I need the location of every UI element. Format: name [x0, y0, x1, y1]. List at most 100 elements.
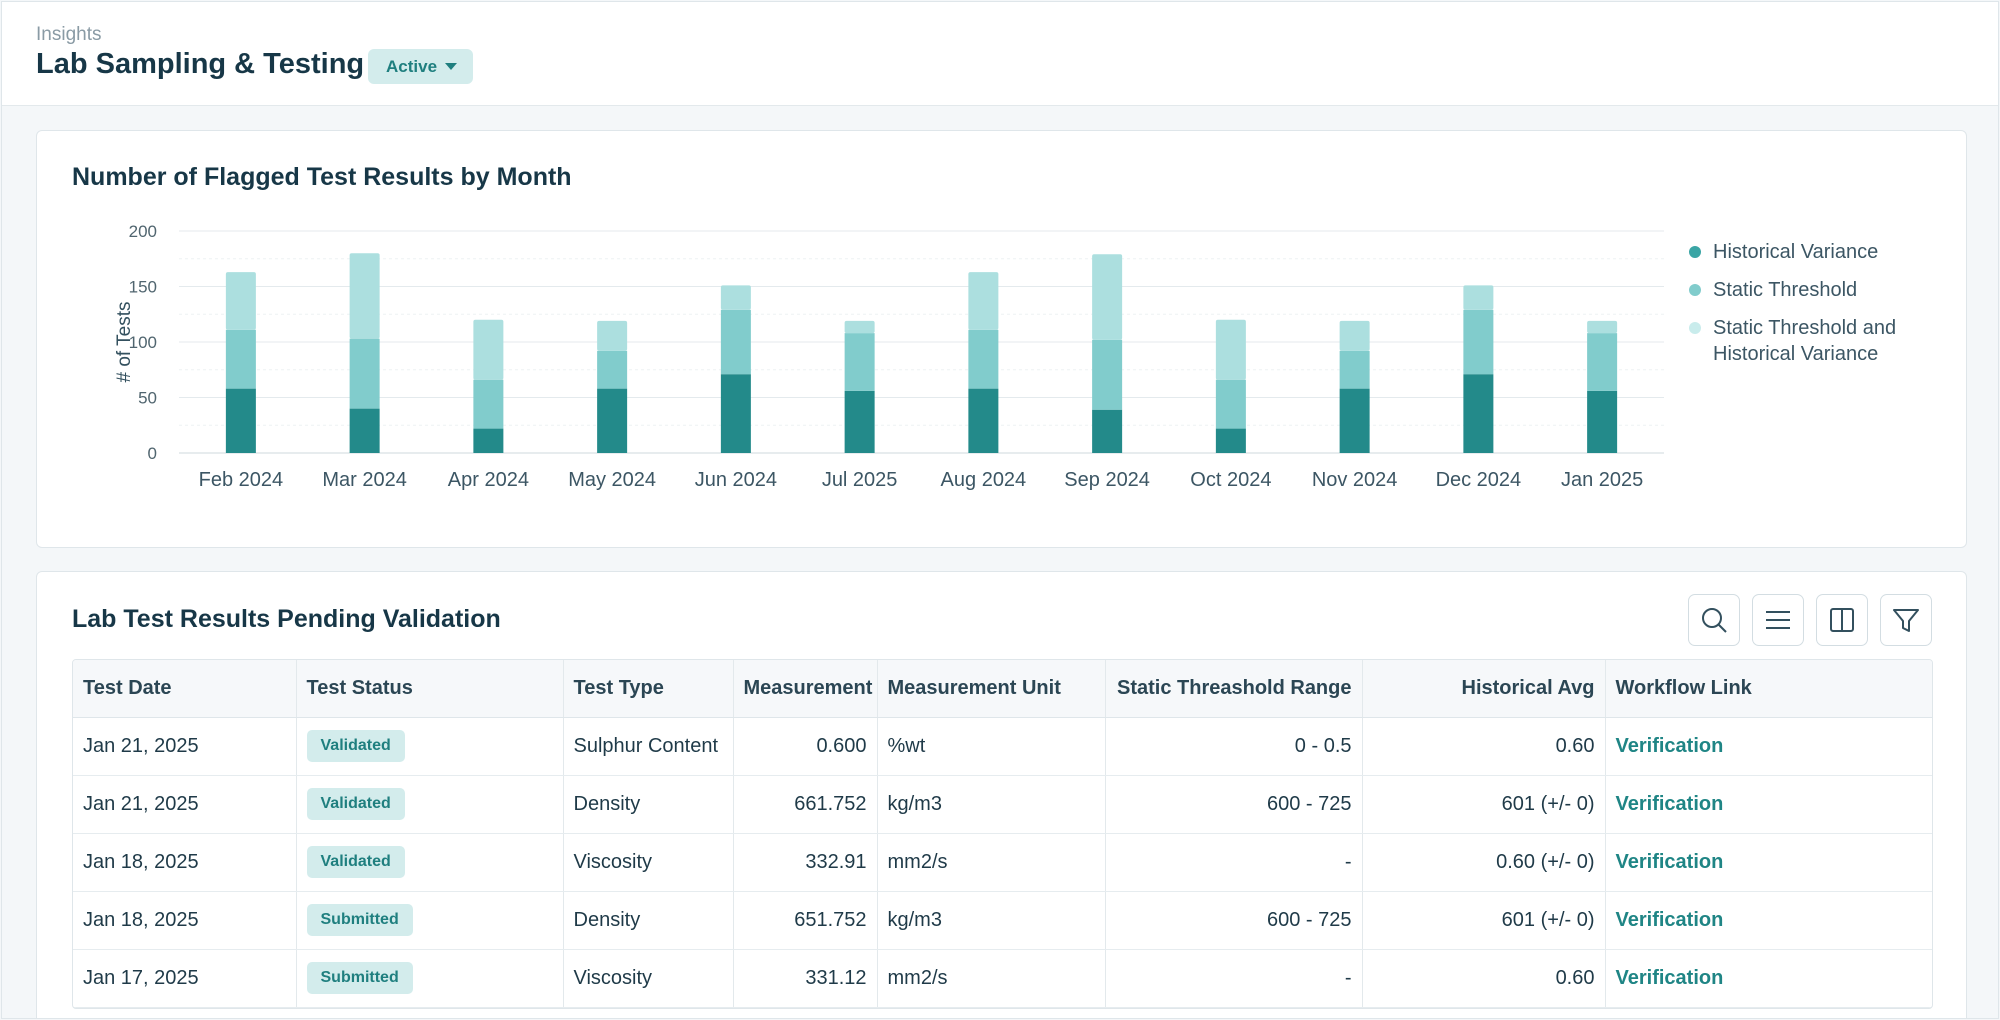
cell-workflow-link: Verification: [1605, 775, 1932, 834]
cell-test-type: Viscosity: [563, 833, 734, 892]
legend-item-static-threshold-and-historical-variance[interactable]: Static Threshold and Historical Variance: [1689, 315, 1949, 367]
search-icon: [1702, 608, 1727, 633]
cell-measurement: 331.12: [733, 949, 878, 1008]
cell-static-threshold-range: 600 - 725: [1105, 775, 1363, 834]
column-header-test-date[interactable]: Test Date: [73, 660, 297, 718]
bar-segment: [1463, 374, 1494, 453]
x-tick-label: Mar 2024: [322, 469, 407, 491]
table-toolbar: [1688, 594, 1932, 646]
cell-measurement-unit: kg/m3: [877, 775, 1106, 834]
legend-label: Static Threshold and Historical Variance: [1713, 315, 1896, 367]
legend-item-historical-variance[interactable]: Historical Variance: [1689, 239, 1949, 265]
bar-segment: [1215, 379, 1246, 429]
x-tick-label: Jun 2024: [695, 469, 777, 491]
bar-segment: [597, 388, 628, 453]
bar-segment: [1092, 409, 1123, 453]
column-header-measurement-unit[interactable]: Measurement Unit: [877, 660, 1106, 718]
verification-link[interactable]: Verification: [1615, 734, 1724, 757]
columns-button[interactable]: [1816, 594, 1868, 646]
bar-segment: [844, 390, 875, 453]
bar-segment: [225, 272, 256, 330]
bar-segment: [1587, 333, 1618, 391]
cell-test-type: Density: [563, 891, 734, 950]
results-table: Test Date Test Status Test Type Measurem…: [72, 659, 1933, 1009]
column-header-test-status[interactable]: Test Status: [296, 660, 564, 718]
legend-label: Static Threshold: [1713, 279, 1858, 301]
table-row[interactable]: Jan 17, 2025 Submitted Viscosity 331.12 …: [73, 949, 1932, 1008]
y-tick-label: 0: [148, 444, 157, 463]
bar-segment: [1092, 339, 1123, 410]
verification-link[interactable]: Verification: [1615, 850, 1724, 873]
status-badge: Submitted: [306, 904, 413, 936]
cell-test-status: Validated: [296, 775, 564, 834]
bar-segment: [844, 320, 875, 334]
x-tick-label: Apr 2024: [448, 469, 529, 491]
chart-title: Number of Flagged Test Results by Month: [72, 163, 572, 191]
bar-segment: [597, 350, 628, 389]
table-row[interactable]: Jan 21, 2025 Validated Sulphur Content 0…: [73, 717, 1932, 776]
column-header-test-type[interactable]: Test Type: [563, 660, 734, 718]
cell-test-type: Sulphur Content: [563, 717, 734, 776]
cell-workflow-link: Verification: [1605, 949, 1932, 1008]
density-button[interactable]: [1752, 594, 1804, 646]
bar-segment: [1339, 350, 1370, 389]
bar-segment: [1339, 320, 1370, 351]
column-header-static-threshold-range[interactable]: Static Threashold Range: [1105, 660, 1363, 718]
bar-segment: [1215, 319, 1246, 380]
bar-segment: [349, 338, 380, 409]
verification-link[interactable]: Verification: [1615, 792, 1724, 815]
legend-item-static-threshold[interactable]: Static Threshold: [1689, 277, 1949, 303]
verification-link[interactable]: Verification: [1615, 966, 1724, 989]
cell-workflow-link: Verification: [1605, 717, 1932, 776]
cell-test-type: Viscosity: [563, 949, 734, 1008]
search-button[interactable]: [1688, 594, 1740, 646]
cell-measurement-unit: kg/m3: [877, 891, 1106, 950]
legend-label-line1: Static Threshold and: [1713, 317, 1897, 339]
cell-test-date: Jan 21, 2025: [73, 717, 297, 776]
legend-dot: [1689, 246, 1701, 258]
table-row[interactable]: Jan 21, 2025 Validated Density 661.752 k…: [73, 775, 1932, 834]
table-row[interactable]: Jan 18, 2025 Submitted Density 651.752 k…: [73, 891, 1932, 950]
breadcrumb[interactable]: Insights: [36, 24, 102, 45]
cell-test-type: Density: [563, 775, 734, 834]
cell-test-date: Jan 21, 2025: [73, 775, 297, 834]
cell-test-status: Validated: [296, 833, 564, 892]
y-axis-label: # of Tests: [114, 302, 135, 383]
column-header-measurement[interactable]: Measurement: [733, 660, 878, 718]
x-tick-label: Feb 2024: [199, 469, 284, 491]
cell-static-threshold-range: 600 - 725: [1105, 891, 1363, 950]
filter-button[interactable]: [1880, 594, 1932, 646]
legend-dot: [1689, 284, 1701, 296]
cell-static-threshold-range: -: [1105, 949, 1363, 1008]
x-tick-label: Sep 2024: [1064, 469, 1150, 491]
cell-measurement: 661.752: [733, 775, 878, 834]
column-header-historical-avg[interactable]: Historical Avg: [1362, 660, 1606, 718]
chart-legend: Historical Variance Static Threshold Sta…: [1689, 239, 1949, 379]
cell-workflow-link: Verification: [1605, 833, 1932, 892]
bar-segment: [720, 285, 751, 310]
page-title: Lab Sampling & Testing: [36, 48, 365, 80]
table-row[interactable]: Jan 18, 2025 Validated Viscosity 332.91 …: [73, 833, 1932, 892]
column-header-workflow-link[interactable]: Workflow Link: [1605, 660, 1932, 718]
table-card: Lab Test Results Pending Validation: [36, 571, 1967, 1018]
cell-measurement: 651.752: [733, 891, 878, 950]
cell-workflow-link: Verification: [1605, 891, 1932, 950]
x-tick-label: Jul 2025: [822, 469, 898, 491]
cell-test-status: Validated: [296, 717, 564, 776]
status-dropdown[interactable]: Active: [368, 49, 474, 84]
legend-dot: [1689, 322, 1701, 334]
verification-link[interactable]: Verification: [1615, 908, 1724, 931]
status-badge: Validated: [306, 730, 405, 762]
cell-historical-avg: 601 (+/- 0): [1362, 891, 1606, 950]
x-tick-label: Dec 2024: [1436, 469, 1522, 491]
status-label: Active: [386, 56, 438, 76]
columns-icon: [1830, 608, 1854, 632]
chevron-down-icon: [445, 63, 458, 70]
bar-segment: [968, 272, 999, 330]
x-tick-label: Jan 2025: [1561, 469, 1643, 491]
y-tick-label: 200: [129, 222, 157, 241]
cell-historical-avg: 601 (+/- 0): [1362, 775, 1606, 834]
status-badge: Validated: [306, 846, 405, 878]
cell-measurement-unit: %wt: [877, 717, 1106, 776]
